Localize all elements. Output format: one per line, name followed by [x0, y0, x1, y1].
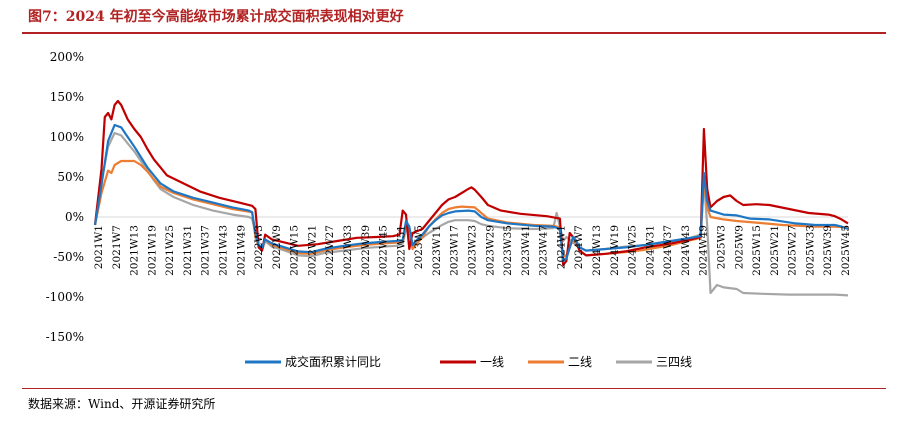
x-tick-label: 2021W43 — [218, 225, 230, 276]
x-tick-label: 2023W35 — [502, 225, 514, 276]
x-tick-label: 2024W37 — [662, 225, 674, 276]
x-tick-label: 2024W7 — [573, 225, 585, 269]
y-tick-label: -150% — [46, 330, 84, 344]
x-tick-label: 2024W1 — [555, 225, 567, 269]
x-tick-label: 2024W31 — [644, 225, 656, 276]
x-tick-label: 2021W37 — [200, 225, 212, 276]
x-tick-label: 2024W19 — [609, 225, 621, 276]
x-tick-label: 2021W1 — [93, 225, 105, 269]
x-tick-label: 2023W47 — [538, 225, 550, 276]
source-note: 数据来源：Wind、开源证券研究所 — [28, 397, 216, 411]
x-tick-label: 2022W51 — [395, 225, 407, 276]
y-tick-label: 100% — [50, 130, 84, 144]
x-axis: 2021W1 2021W7 2021W13 2021W19 2021W25 2021W31… — [93, 225, 852, 276]
x-tick-label: 2021W31 — [182, 225, 194, 276]
x-tick-label: 2024W43 — [680, 225, 692, 276]
x-tick-label: 2022W27 — [324, 225, 336, 276]
x-tick-label: 2022W39 — [360, 225, 372, 276]
x-tick-label: 2025W21 — [769, 225, 781, 276]
y-tick-label: 50% — [57, 170, 84, 184]
y-tick-label: -100% — [46, 290, 84, 304]
y-tick-label: 0% — [65, 210, 84, 224]
x-tick-label: 2023W11 — [431, 225, 443, 276]
x-tick-label: 2025W27 — [787, 225, 799, 276]
x-tick-label: 2024W13 — [591, 225, 603, 276]
x-tick-label: 2024W49 — [698, 225, 710, 276]
x-tick-label: 2022W45 — [378, 225, 390, 276]
legend-label: 成交面积累计同比 — [285, 354, 381, 369]
legend-label: 二线 — [568, 355, 592, 369]
x-tick-label: 2022W3 — [253, 225, 265, 269]
x-tick-label: 2023W23 — [467, 225, 479, 276]
x-tick-label: 2025W33 — [804, 225, 816, 276]
series-lines — [93, 99, 849, 297]
x-tick-label: 2025W39 — [822, 225, 834, 276]
x-tick-label: 2025W3 — [716, 225, 728, 269]
x-tick-label: 2023W5 — [413, 225, 425, 269]
x-tick-label: 2022W9 — [271, 225, 283, 269]
x-tick-label: 2022W21 — [306, 225, 318, 276]
legend-label: 三四线 — [656, 355, 692, 369]
series-line — [93, 123, 849, 263]
x-tick-label: 2021W19 — [146, 225, 158, 276]
x-tick-label: 2021W13 — [129, 225, 141, 276]
x-tick-label: 2022W33 — [342, 225, 354, 276]
legend-label: 一线 — [480, 355, 504, 369]
figure-title: 图7：2024 年初至今高能级市场累计成交面积表现相对更好 — [28, 9, 404, 25]
y-tick-label: 150% — [50, 90, 84, 104]
x-tick-label: 2024W25 — [627, 225, 639, 276]
source-rule — [22, 388, 886, 389]
x-tick-label: 2023W17 — [449, 225, 461, 276]
x-tick-label: 2021W25 — [164, 225, 176, 276]
series-line — [93, 99, 849, 267]
x-tick-label: 2021W7 — [111, 225, 123, 269]
legend: 成交面积累计同比 一线 二线 三四线 — [245, 354, 692, 369]
y-tick-label: 200% — [50, 50, 84, 64]
x-tick-label: 2023W29 — [484, 225, 496, 276]
x-tick-label: 2025W9 — [733, 225, 745, 269]
series-line — [93, 131, 849, 297]
x-tick-label: 2025W45 — [840, 225, 852, 276]
title-rule — [22, 32, 886, 34]
y-tick-label: -50% — [53, 250, 84, 264]
x-tick-label: 2025W15 — [751, 225, 763, 276]
x-tick-label: 2022W15 — [289, 225, 301, 276]
y-axis: 200% 150% 100% 50% 0% -50% -100% -150% — [46, 50, 84, 344]
x-tick-label: 2021W49 — [235, 225, 247, 276]
x-tick-label: 2023W41 — [520, 225, 532, 276]
